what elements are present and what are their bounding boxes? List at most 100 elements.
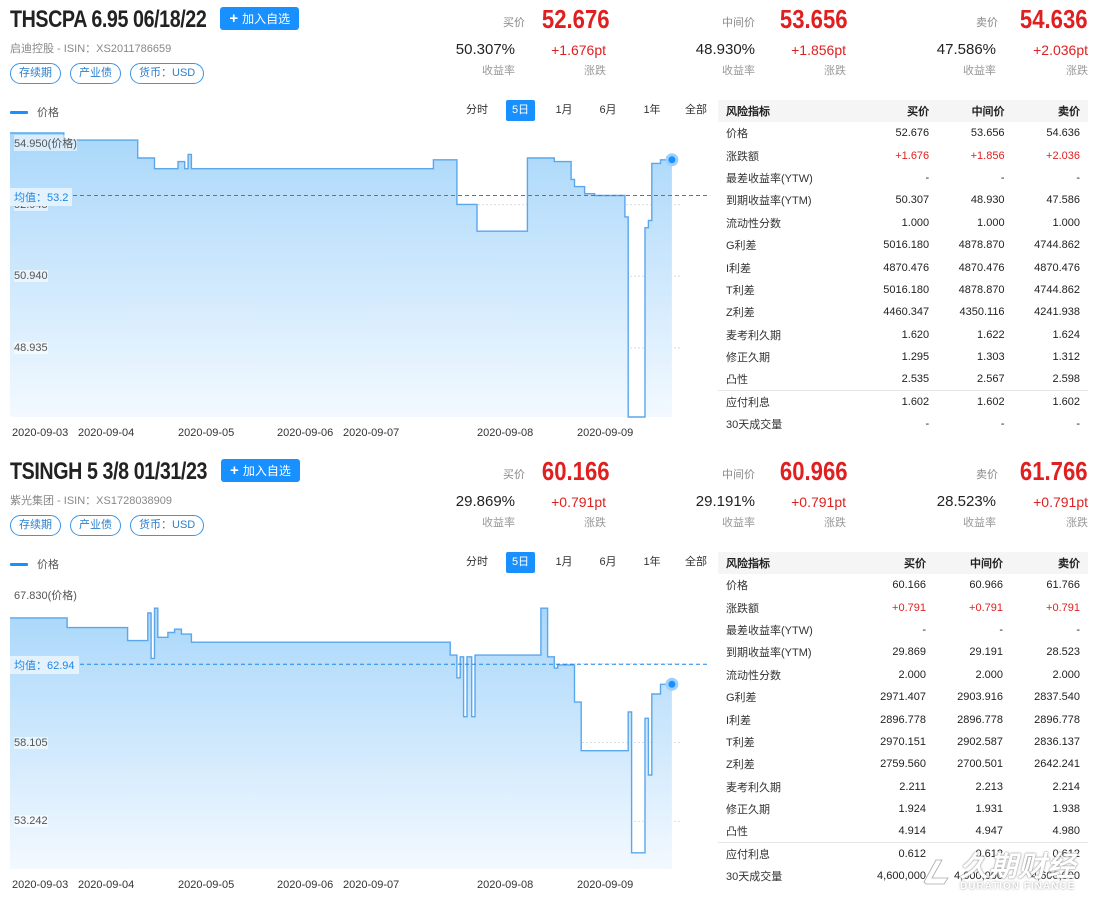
risk-value-bid: 2970.151 — [880, 735, 926, 748]
risk-value-mid: 53.656 — [970, 127, 1005, 140]
period-1m[interactable]: 1月 — [555, 104, 573, 116]
risk-col-metric: 风险指标 — [718, 100, 862, 122]
risk-row: 应付利息 1.602 1.602 1.602 — [718, 390, 1088, 414]
tag-currency[interactable]: 货币：USD — [130, 63, 205, 84]
risk-value-ask: 2642.241 — [1034, 758, 1080, 771]
period-6m[interactable]: 6月 — [599, 556, 617, 568]
risk-value-ask: +0.791 — [1046, 601, 1080, 614]
period-5d[interactable]: 5日 — [506, 100, 535, 121]
risk-row: 最差收益率(YTW) - - - — [718, 167, 1088, 189]
last-price-point[interactable] — [665, 677, 679, 691]
period-selector: 分时 5日 1月 6月 1年 全部 — [455, 552, 718, 573]
risk-col-bid: 买价 — [856, 552, 934, 574]
bid-price: 52.676 — [542, 4, 610, 34]
risk-value-mid: 60.966 — [969, 579, 1003, 592]
risk-value-mid: - — [1000, 171, 1005, 184]
period-all[interactable]: 全部 — [685, 556, 707, 568]
risk-value-mid: 2.213 — [975, 780, 1003, 793]
risk-value-mid: +1.856 — [970, 149, 1005, 162]
risk-value-mid: 0.612 — [933, 842, 1011, 866]
x-tick-label: 2020-09-06 — [277, 427, 334, 439]
bid-yield: 50.307% — [455, 41, 515, 58]
tag-bond-type[interactable]: 产业债 — [70, 63, 121, 84]
bid-yield-label: 收益率 — [482, 517, 515, 529]
period-1y[interactable]: 1年 — [643, 104, 661, 116]
ask-yield-label: 收益率 — [963, 517, 996, 529]
risk-value-ask: 1.624 — [1052, 328, 1080, 341]
tag-maturity[interactable]: 存续期 — [10, 515, 61, 536]
y-tick-label: 67.830(价格) — [14, 587, 77, 603]
risk-value-mid: 4.947 — [975, 825, 1003, 838]
period-6m[interactable]: 6月 — [599, 104, 617, 116]
risk-value-ask: 2.000 — [1052, 668, 1080, 681]
risk-row: Z利差 4460.347 4350.116 4241.938 — [718, 301, 1088, 323]
mid-label: 中间价 — [722, 17, 755, 29]
legend-swatch — [10, 110, 28, 114]
ask-price: 61.766 — [1020, 456, 1088, 486]
add-watchlist-button[interactable]: + 加入自选 — [220, 7, 300, 30]
ask-yield-label: 收益率 — [963, 65, 996, 77]
period-intraday[interactable]: 分时 — [466, 556, 488, 568]
risk-value-bid: 4870.476 — [883, 261, 930, 274]
risk-row: 到期收益率(YTM) 50.307 48.930 47.586 — [718, 189, 1088, 211]
ask-label: 卖价 — [976, 469, 998, 481]
ask-label: 卖价 — [976, 17, 998, 29]
last-price-point[interactable] — [665, 153, 679, 167]
risk-row: 价格 60.166 60.966 61.766 — [718, 574, 1088, 596]
x-tick-label: 2020-09-09 — [577, 427, 634, 439]
tag-maturity[interactable]: 存续期 — [10, 63, 61, 84]
quote-mid: 中间价 60.966 29.191% +0.791pt 收益率 涨跌 — [610, 452, 860, 532]
risk-value-mid: 2902.587 — [957, 735, 1003, 748]
risk-row: 涨跌额 +0.791 +0.791 +0.791 — [718, 596, 1088, 618]
period-all[interactable]: 全部 — [685, 104, 707, 116]
x-tick-label: 2020-09-03 — [12, 879, 69, 891]
risk-metric-name: 麦考利久期 — [726, 781, 781, 794]
risk-value-mid: 1.303 — [977, 351, 1005, 364]
period-1m[interactable]: 1月 — [555, 556, 573, 568]
risk-metric-name: 最差收益率(YTW) — [726, 624, 813, 637]
risk-value-ask: - — [1076, 418, 1080, 431]
risk-row: 应付利息 0.612 0.612 0.612 — [718, 842, 1088, 866]
ask-yield: 47.586% — [936, 41, 996, 58]
add-watchlist-button[interactable]: + 加入自选 — [221, 459, 300, 482]
risk-value-ask: 4744.862 — [1034, 239, 1080, 252]
bond-title: THSCPA 6.95 06/18/22 — [10, 6, 207, 33]
x-tick-label: 2020-09-05 — [178, 427, 235, 439]
average-label: 均值：62.94 — [10, 656, 79, 675]
x-tick-label: 2020-09-07 — [343, 427, 400, 439]
period-5d[interactable]: 5日 — [506, 552, 535, 573]
risk-value-bid: 5016.180 — [883, 239, 930, 252]
risk-metric-name: 价格 — [726, 580, 748, 593]
bid-change: +1.676pt — [551, 42, 606, 58]
risk-value-mid: 4350.116 — [959, 306, 1005, 319]
risk-value-ask: 2837.540 — [1034, 691, 1080, 704]
risk-row: 麦考利久期 1.620 1.622 1.624 — [718, 324, 1088, 346]
risk-value-ask: 4744.862 — [1034, 283, 1080, 296]
risk-value-bid: 1.924 — [898, 803, 926, 816]
risk-value-bid: - — [925, 171, 930, 184]
risk-value-mid: 2.000 — [975, 668, 1003, 681]
risk-row: 凸性 4.914 4.947 4.980 — [718, 820, 1088, 842]
average-label: 均值：53.2 — [10, 187, 73, 206]
chart-legend[interactable]: 价格 — [10, 104, 59, 120]
bid-label: 买价 — [503, 469, 525, 481]
chart-legend[interactable]: 价格 — [10, 556, 59, 572]
legend-label: 价格 — [37, 559, 59, 571]
risk-metric-name: T利差 — [726, 284, 755, 297]
risk-value-bid: +0.791 — [892, 601, 926, 614]
period-1y[interactable]: 1年 — [643, 556, 661, 568]
risk-value-bid: 2971.407 — [880, 691, 926, 704]
risk-row: 修正久期 1.924 1.931 1.938 — [718, 798, 1088, 820]
tag-bond-type[interactable]: 产业债 — [70, 515, 121, 536]
period-intraday[interactable]: 分时 — [466, 104, 488, 116]
risk-value-bid: 52.676 — [895, 127, 930, 140]
plus-icon: + — [229, 10, 239, 27]
risk-row: G利差 2971.407 2903.916 2837.540 — [718, 686, 1088, 708]
risk-value-bid: 4,600,000 — [877, 870, 926, 883]
ask-yield: 28.523% — [936, 493, 996, 510]
risk-value-bid: - — [922, 623, 926, 636]
risk-row: G利差 5016.180 4878.870 4744.862 — [718, 234, 1088, 256]
tag-currency[interactable]: 货币：USD — [130, 515, 205, 536]
